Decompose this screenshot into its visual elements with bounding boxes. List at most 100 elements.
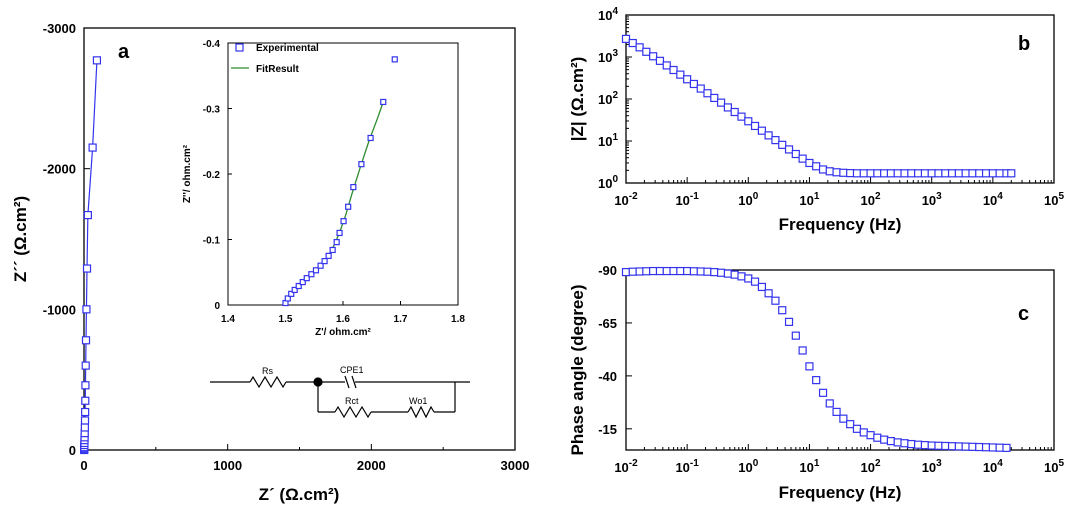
data-point bbox=[873, 433, 882, 442]
panel-b: 10-2 10-1 100 101 102 103 104 105 100 101 102 103 10… bbox=[568, 6, 1064, 234]
data-point bbox=[927, 441, 936, 450]
data-point bbox=[866, 169, 875, 178]
data-point bbox=[886, 169, 895, 178]
data-point bbox=[975, 442, 984, 452]
data-point bbox=[288, 290, 295, 297]
inset-x-tick-label: 1.7 bbox=[394, 314, 408, 325]
data-point bbox=[642, 267, 651, 276]
data-point bbox=[880, 435, 889, 444]
panel-b-series bbox=[621, 34, 1016, 178]
data-point bbox=[839, 168, 848, 177]
x-tick-label: 102 bbox=[861, 458, 881, 475]
data-point bbox=[954, 169, 963, 178]
data-point bbox=[350, 184, 357, 191]
data-point bbox=[961, 169, 970, 178]
x-tick-label: 103 bbox=[922, 458, 942, 475]
panel-c-ticks: 10-2 10-1 100 101 102 103 104 105 -15 -40 -65 -90 bbox=[598, 263, 1064, 475]
data-point bbox=[92, 56, 102, 65]
data-point bbox=[391, 56, 398, 63]
inset-xlabel: Z'/ ohm.cm² bbox=[315, 327, 371, 338]
data-point bbox=[852, 169, 862, 178]
data-point bbox=[710, 268, 719, 277]
data-point bbox=[676, 266, 685, 276]
inset-y-tick-label: -0.3 bbox=[203, 105, 221, 116]
data-point bbox=[846, 169, 855, 178]
panel-b-ylabel: |Z| (Ω.cm²) bbox=[568, 57, 587, 142]
circuit-label-wo1: Wo1 bbox=[409, 396, 427, 406]
data-point bbox=[1002, 443, 1011, 452]
data-point bbox=[730, 270, 739, 279]
panel-a: 0 1000 2000 3000 0 -1000 -2000 -3000 a Z´ (Ω.cm… bbox=[11, 21, 529, 504]
x-tick-label: 10-2 bbox=[614, 191, 638, 208]
data-point bbox=[635, 267, 644, 276]
data-point bbox=[696, 84, 705, 93]
x-tick-label: 0 bbox=[80, 458, 87, 473]
data-point bbox=[299, 278, 306, 286]
inset-y-tick-label: -0.1 bbox=[203, 236, 221, 247]
x-tick-label: 105 bbox=[1044, 191, 1064, 208]
panel-a-inset: 1.4 1.5 1.6 1.7 1.8 0 -0.1 -0.2 -0.3 -0.4 Z'/ ohm… bbox=[182, 39, 465, 338]
inset-ticks: 1.4 1.5 1.6 1.7 1.8 0 -0.1 -0.2 -0.3 -0.4 bbox=[203, 39, 466, 325]
data-point bbox=[669, 266, 678, 276]
data-point bbox=[723, 269, 732, 278]
cpe1-plate-left bbox=[344, 375, 350, 389]
data-point bbox=[812, 162, 821, 171]
inset-y-tick-label: -0.4 bbox=[203, 39, 221, 50]
inset-x-tick-label: 1.4 bbox=[221, 314, 235, 325]
data-point bbox=[676, 70, 685, 79]
data-point bbox=[778, 306, 787, 315]
data-point bbox=[303, 275, 310, 282]
data-point bbox=[669, 65, 678, 75]
data-point bbox=[914, 440, 923, 449]
data-point bbox=[907, 439, 916, 449]
data-point bbox=[750, 277, 760, 286]
data-point bbox=[818, 165, 828, 174]
data-point bbox=[886, 437, 895, 446]
data-point bbox=[880, 169, 889, 178]
inset-y-tick-label: -0.2 bbox=[203, 170, 221, 181]
data-point bbox=[893, 438, 902, 447]
x-tick-label: 10-2 bbox=[614, 458, 638, 475]
panel-a-ylabel: Z´´ (Ω.cm²) bbox=[11, 196, 30, 282]
data-point bbox=[975, 169, 984, 178]
data-point bbox=[859, 169, 868, 178]
data-point bbox=[82, 305, 91, 314]
data-point bbox=[336, 229, 343, 237]
data-point bbox=[723, 103, 732, 112]
data-point bbox=[81, 381, 90, 390]
data-point bbox=[941, 441, 950, 451]
panel-c: 10-2 10-1 100 101 102 103 104 105 -15 -40 -65 -90 c… bbox=[568, 263, 1064, 502]
data-point bbox=[655, 266, 665, 276]
series-line bbox=[83, 60, 98, 451]
panel-a-ticks: 0 1000 2000 3000 0 -1000 -2000 -3000 bbox=[43, 21, 530, 473]
data-point bbox=[900, 439, 909, 448]
y-tick-label: -65 bbox=[598, 316, 617, 331]
data-point bbox=[988, 443, 997, 452]
data-point bbox=[345, 203, 352, 210]
data-point bbox=[927, 169, 936, 178]
legend-marker-experimental bbox=[235, 43, 244, 52]
panel-b-letter: b bbox=[1018, 33, 1030, 55]
y-tick-label: 101 bbox=[598, 132, 618, 149]
x-tick-label: 101 bbox=[799, 458, 819, 475]
data-point bbox=[954, 442, 963, 451]
data-point bbox=[635, 43, 644, 52]
data-point bbox=[81, 361, 90, 370]
y-tick-label: 103 bbox=[598, 48, 618, 65]
data-point bbox=[757, 282, 767, 292]
data-point bbox=[934, 169, 943, 178]
inset-experimental-series bbox=[282, 56, 398, 307]
data-point bbox=[737, 112, 746, 121]
data-point bbox=[689, 267, 699, 276]
panel-b-ticks: 10-2 10-1 100 101 102 103 104 105 100 101 102 103 10… bbox=[598, 6, 1064, 208]
data-point bbox=[703, 89, 712, 98]
data-point bbox=[873, 169, 882, 178]
y-tick-label: 0 bbox=[69, 443, 76, 458]
data-point bbox=[730, 107, 739, 117]
data-point bbox=[329, 246, 336, 254]
panel-c-letter: c bbox=[1018, 303, 1029, 325]
data-point bbox=[1007, 169, 1016, 178]
data-point bbox=[340, 218, 347, 225]
data-point bbox=[784, 317, 794, 326]
data-point bbox=[920, 441, 930, 450]
